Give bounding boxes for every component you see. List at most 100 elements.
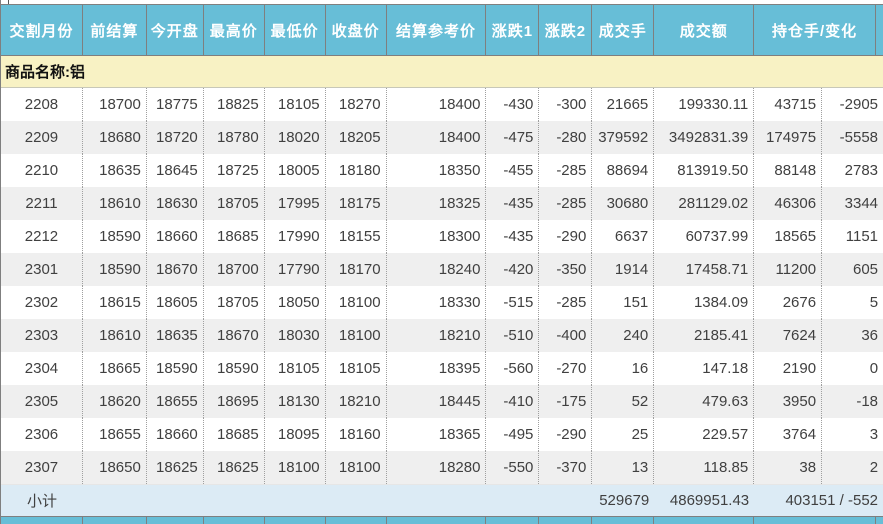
cell-oi-change: 36 <box>861 327 879 344</box>
cell-open-interest: 38 <box>754 451 823 484</box>
cell-volume-lots: 13 <box>592 451 655 484</box>
cell-open-interest: 18565 <box>754 220 823 253</box>
cell-change-2: -350 <box>539 253 593 286</box>
cell-change-1: -410 <box>486 385 540 418</box>
cell-high-price: 18670 <box>204 319 265 352</box>
cell-change-1: -475 <box>486 121 540 154</box>
column-header-open-interest-and-change: 持仓手/变化 <box>754 5 877 55</box>
cell-turnover: 229.57 <box>654 418 755 451</box>
cell-change-1: -455 <box>486 154 540 187</box>
column-header-today-open <box>147 517 204 524</box>
column-header-turnover: 成交额 <box>654 5 755 55</box>
column-header-close-price: 收盘价 <box>326 5 387 55</box>
cell-change-1: -510 <box>486 319 540 352</box>
cell-change-2: -280 <box>539 121 593 154</box>
cell-oi-change: -5558 <box>839 129 879 146</box>
cell-settlement-ref-price: 18400 <box>387 88 487 121</box>
cell-today-open: 18625 <box>147 451 204 484</box>
cell-oi-change: 2783 <box>844 162 879 179</box>
cell-close-price: 18180 <box>326 154 387 187</box>
cell-change-1: -550 <box>486 451 540 484</box>
column-header-delivery-month <box>1 517 83 524</box>
cell-delivery-month: 2301 <box>1 253 83 286</box>
cell-prev-settlement: 18610 <box>83 187 147 220</box>
commodity-section-row: 商品名称:铝 <box>1 56 883 88</box>
cell-high-price: 18705 <box>204 286 265 319</box>
cell-change-2: -285 <box>539 154 593 187</box>
cell-prev-settlement: 18635 <box>83 154 147 187</box>
cell-oi-change: 5 <box>869 294 879 311</box>
table-row: 2303 18610 18635 18670 18030 18100 18210-510-4… <box>1 319 883 352</box>
table-body: 2208 18700 18775 18825 18105 18270 18400 -430 -3… <box>1 88 883 484</box>
cell-close-price: 18100 <box>326 286 387 319</box>
cell-delivery-month: 2304 <box>1 352 83 385</box>
cell-close-price: 18155 <box>326 220 387 253</box>
cell-open-interest: 3764 <box>754 418 823 451</box>
subtotal-spacer <box>83 485 592 516</box>
column-header-low-price: 最低价 <box>265 5 326 55</box>
cell-oi-change: -18 <box>856 393 879 410</box>
cell-close-price: 18205 <box>326 121 387 154</box>
cell-delivery-month: 2306 <box>1 418 83 451</box>
cell-high-price: 18780 <box>204 121 265 154</box>
cell-turnover: 2185.41 <box>654 319 755 352</box>
cell-prev-settlement: 18680 <box>83 121 147 154</box>
cell-volume-lots: 25 <box>592 418 655 451</box>
column-header-change-2 <box>539 517 593 524</box>
column-header-prev-settlement <box>83 517 147 524</box>
cell-today-open: 18720 <box>147 121 204 154</box>
cell-low-price: 18050 <box>265 286 326 319</box>
cell-turnover: 60737.99 <box>654 220 755 253</box>
cell-prev-settlement: 18655 <box>83 418 147 451</box>
cell-low-price: 18130 <box>265 385 326 418</box>
cell-change-2: -300 <box>539 88 593 121</box>
subtotal-label: 小计 <box>26 493 57 510</box>
cell-oi-change: 1151 <box>845 228 879 245</box>
cell-delivery-month: 2305 <box>1 385 83 418</box>
cell-oi-change: 3344 <box>844 195 879 212</box>
cell-volume-lots: 151 <box>592 286 655 319</box>
cell-oi-change: -2905 <box>839 96 879 113</box>
cell-settlement-ref-price: 18365 <box>387 418 487 451</box>
column-header-high-price: 最高价 <box>204 5 265 55</box>
column-header-high-price <box>204 517 265 524</box>
column-header-close-price <box>326 517 387 524</box>
next-header-row-cutoff <box>1 517 883 524</box>
cell-delivery-month: 2307 <box>1 451 83 484</box>
table-row: 2307 18650 18625 18625 18100 18100 18280 -550 -3… <box>1 451 883 484</box>
cell-volume-lots: 1914 <box>592 253 655 286</box>
cell-high-price: 18705 <box>204 187 265 220</box>
cell-turnover: 118.85 <box>654 451 755 484</box>
cell-turnover: 147.18 <box>654 352 755 385</box>
cell-change-1: -420 <box>486 253 540 286</box>
cell-prev-settlement: 18650 <box>83 451 147 484</box>
cell-open-interest: 7624 <box>754 319 823 352</box>
cell-turnover: 813919.50 <box>654 154 755 187</box>
cell-change-1: -435 <box>486 220 540 253</box>
cell-high-price: 18685 <box>204 220 265 253</box>
cell-volume-lots: 240 <box>592 319 655 352</box>
table-row: 2210 18635 18645 18725 18005 18180 18350 -455 -2… <box>1 154 883 187</box>
column-header-turnover <box>654 517 755 524</box>
cell-close-price: 18100 <box>326 319 387 352</box>
subtotal-open-interest-change: 403151 / -552 <box>785 492 879 509</box>
top-strip <box>1 0 883 4</box>
cell-low-price: 18095 <box>265 418 326 451</box>
cell-prev-settlement: 18665 <box>83 352 147 385</box>
subtotal-row: 小计 529679 4869951.43 403151 / -552 <box>1 484 883 517</box>
cell-change-1: -515 <box>486 286 540 319</box>
cell-today-open: 18655 <box>147 385 204 418</box>
cell-low-price: 18105 <box>265 88 326 121</box>
cell-change-2: -270 <box>539 352 593 385</box>
cell-low-price: 18005 <box>265 154 326 187</box>
cell-open-interest: 3950 <box>754 385 823 418</box>
next-section-header-partial <box>1 517 883 524</box>
cell-close-price: 18175 <box>326 187 387 220</box>
column-header-volume-lots: 成交手 <box>592 5 655 55</box>
cell-oi-change: 0 <box>869 360 879 377</box>
cell-settlement-ref-price: 18325 <box>387 187 487 220</box>
cell-open-interest: 43715 <box>754 88 823 121</box>
column-header-low-price <box>265 517 326 524</box>
cell-turnover: 199330.11 <box>654 88 755 121</box>
cell-settlement-ref-price: 18400 <box>387 121 487 154</box>
